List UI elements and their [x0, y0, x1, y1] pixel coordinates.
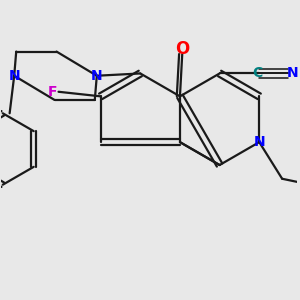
Text: N: N — [254, 135, 265, 149]
Text: O: O — [175, 40, 189, 58]
Text: N: N — [287, 67, 298, 80]
Text: N: N — [91, 69, 103, 83]
Text: C: C — [252, 67, 262, 80]
Text: N: N — [8, 69, 20, 83]
Text: F: F — [48, 85, 58, 99]
